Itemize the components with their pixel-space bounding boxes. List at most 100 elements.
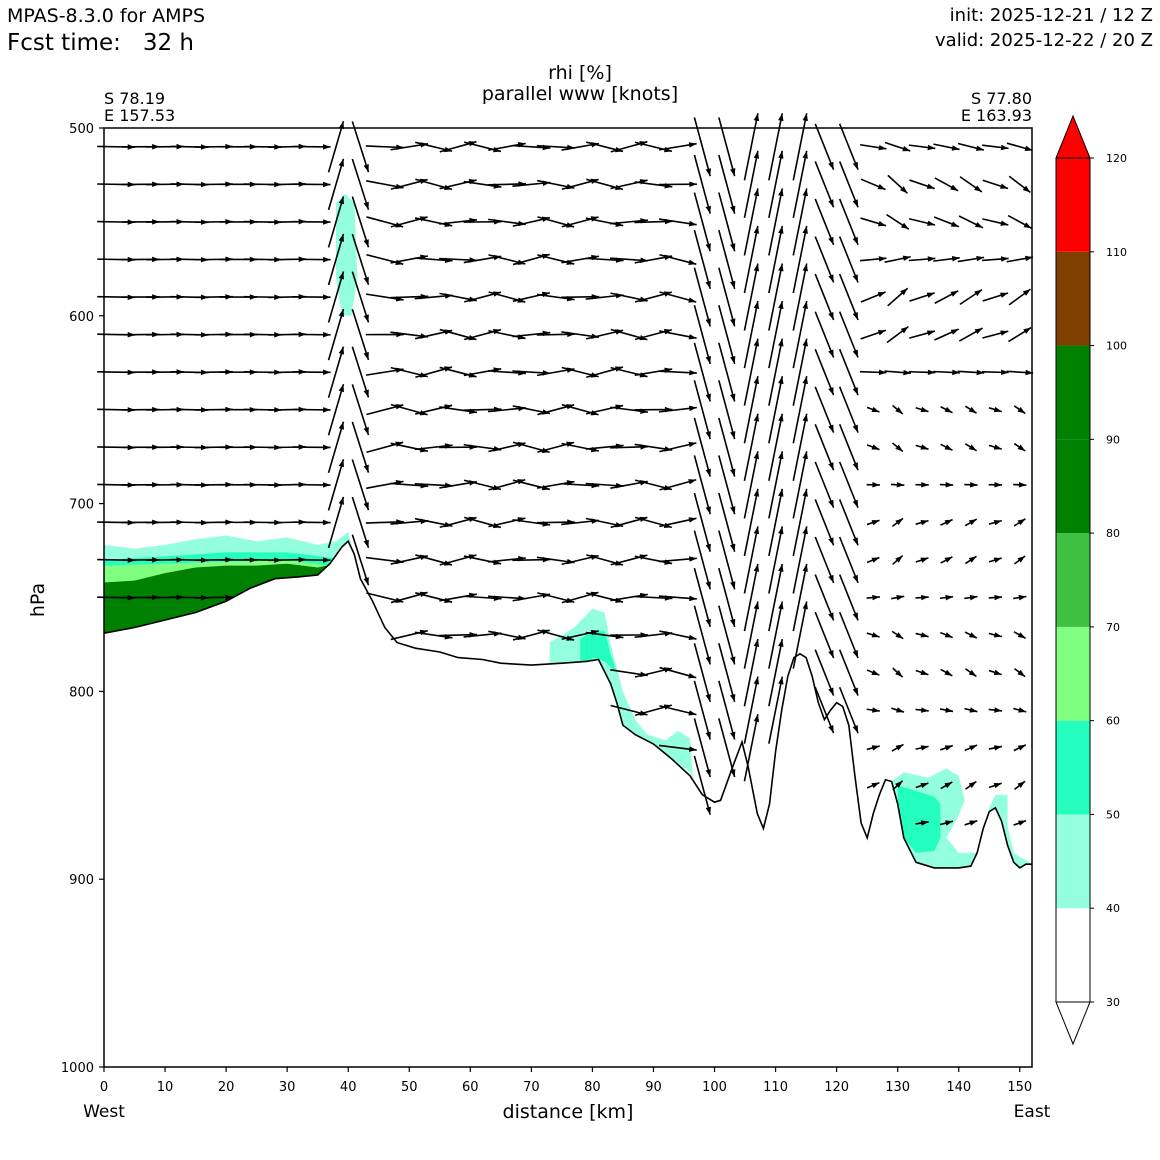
wind-arrow [1014, 667, 1026, 678]
x-tick-label: 90 [645, 1080, 662, 1095]
wind-arrow [1013, 594, 1027, 601]
wind-arrow [982, 144, 1009, 151]
x-tick-label: 130 [885, 1080, 910, 1095]
wind-arrow [814, 611, 835, 659]
wind-arrow [658, 595, 697, 602]
colorbar-segment-60 [1056, 626, 1090, 721]
wind-arrow [693, 342, 711, 402]
wind-arrow [488, 517, 526, 528]
colorbar-tick-label: 70 [1106, 621, 1120, 634]
y-tick-label: 900 [69, 873, 94, 888]
wind-arrow [743, 413, 760, 481]
wind-arrow [792, 225, 808, 294]
y-axis-label: hPa [27, 583, 49, 617]
east-label: East [1014, 1102, 1051, 1122]
y-axis-ticks: 500 600 700 800 900 1000 [61, 122, 104, 1076]
colorbar-tick-label: 110 [1106, 246, 1127, 259]
colorbar: 30 40 50 60 70 80 90 100 110 120 [1055, 114, 1127, 1046]
wind-arrow [718, 192, 736, 252]
wind-arrow [718, 154, 736, 214]
wind-arrow [586, 366, 624, 378]
wind-arrow [915, 557, 929, 563]
wind-arrow [958, 327, 983, 342]
wind-arrow [838, 461, 859, 509]
chart-title-line-2: parallel www [knots] [482, 83, 678, 105]
wind-arrow [658, 218, 697, 227]
wind-arrow [693, 718, 711, 778]
colorbar-frame [1055, 157, 1091, 1003]
wind-arrow [718, 643, 736, 703]
wind-arrow [915, 707, 929, 713]
rhi-region-50-60 [897, 785, 941, 853]
wind-arrow [964, 405, 978, 414]
wind-arrow [838, 574, 859, 621]
wind-arrow [718, 530, 736, 590]
wind-arrow [537, 441, 575, 453]
wind-arrow [327, 308, 345, 361]
wind-arrow [561, 216, 599, 228]
wind-arrow [351, 158, 370, 210]
wind-arrow [439, 328, 477, 341]
wind-arrow [658, 744, 697, 752]
wind-arrow [768, 488, 784, 557]
colorbar-tick-label: 80 [1106, 527, 1120, 540]
rhi-region-80-100 [104, 541, 355, 634]
wind-arrow [838, 161, 859, 208]
wind-arrow [915, 444, 929, 450]
wind-arrow [718, 380, 736, 440]
wind-arrow [512, 441, 550, 454]
wind-arrow [292, 294, 331, 300]
wind-arrow [959, 288, 983, 306]
wind-arrow [814, 198, 835, 246]
wind-arrow [891, 707, 905, 713]
x-axis-label: distance [km] [503, 1101, 634, 1123]
wind-arrow [866, 444, 880, 451]
wind-arrow [718, 567, 736, 628]
wind-arrow [693, 192, 711, 252]
wind-arrow [743, 376, 760, 444]
wind-arrow [327, 196, 345, 248]
wind-arrow [610, 554, 648, 566]
rhi-fill-layer [104, 193, 1032, 868]
wind-arrow [866, 707, 880, 713]
wind-arrow [884, 369, 912, 376]
wind-arrow [964, 707, 978, 713]
wind-arrow [940, 781, 953, 790]
wind-arrow [292, 256, 331, 263]
wind-arrow [838, 611, 859, 659]
wind-arrow [909, 330, 936, 339]
wind-arrow [939, 594, 954, 601]
wind-arrow [891, 517, 904, 528]
colorbar-tick-label: 60 [1106, 715, 1120, 728]
colorbar-extend-bottom [1055, 1001, 1091, 1046]
wind-arrow [610, 179, 648, 190]
wind-arrow [988, 594, 1003, 601]
wind-arrow [659, 142, 697, 151]
wind-arrow [414, 443, 453, 451]
wind-arrow [892, 780, 904, 791]
wind-arrow [743, 526, 760, 594]
wind-arrow [939, 744, 954, 751]
wind-arrow [982, 256, 1009, 262]
west-label: West [83, 1102, 125, 1122]
colorbar-extend-top [1055, 114, 1091, 159]
wind-arrow [957, 142, 985, 151]
wind-arrow [693, 305, 711, 365]
wind-arrow [838, 424, 859, 471]
wind-arrow [327, 346, 345, 398]
wind-arrow [964, 555, 977, 565]
wind-arrow [1013, 518, 1026, 527]
wind-arrow [415, 404, 453, 415]
wind-arrow [718, 267, 736, 327]
wind-arrow [487, 556, 526, 563]
wind-arrow [859, 369, 887, 376]
wind-arrow [933, 143, 960, 151]
wind-arrow [934, 290, 959, 304]
wind-arrow [940, 556, 953, 564]
wind-arrow [964, 518, 978, 527]
wind-arrow [988, 745, 1003, 751]
wind-arrow [659, 441, 697, 453]
forecast-time: Fcst time: 32 h [7, 30, 194, 56]
wind-arrow [488, 291, 526, 303]
terrain-line [103, 539, 1032, 869]
